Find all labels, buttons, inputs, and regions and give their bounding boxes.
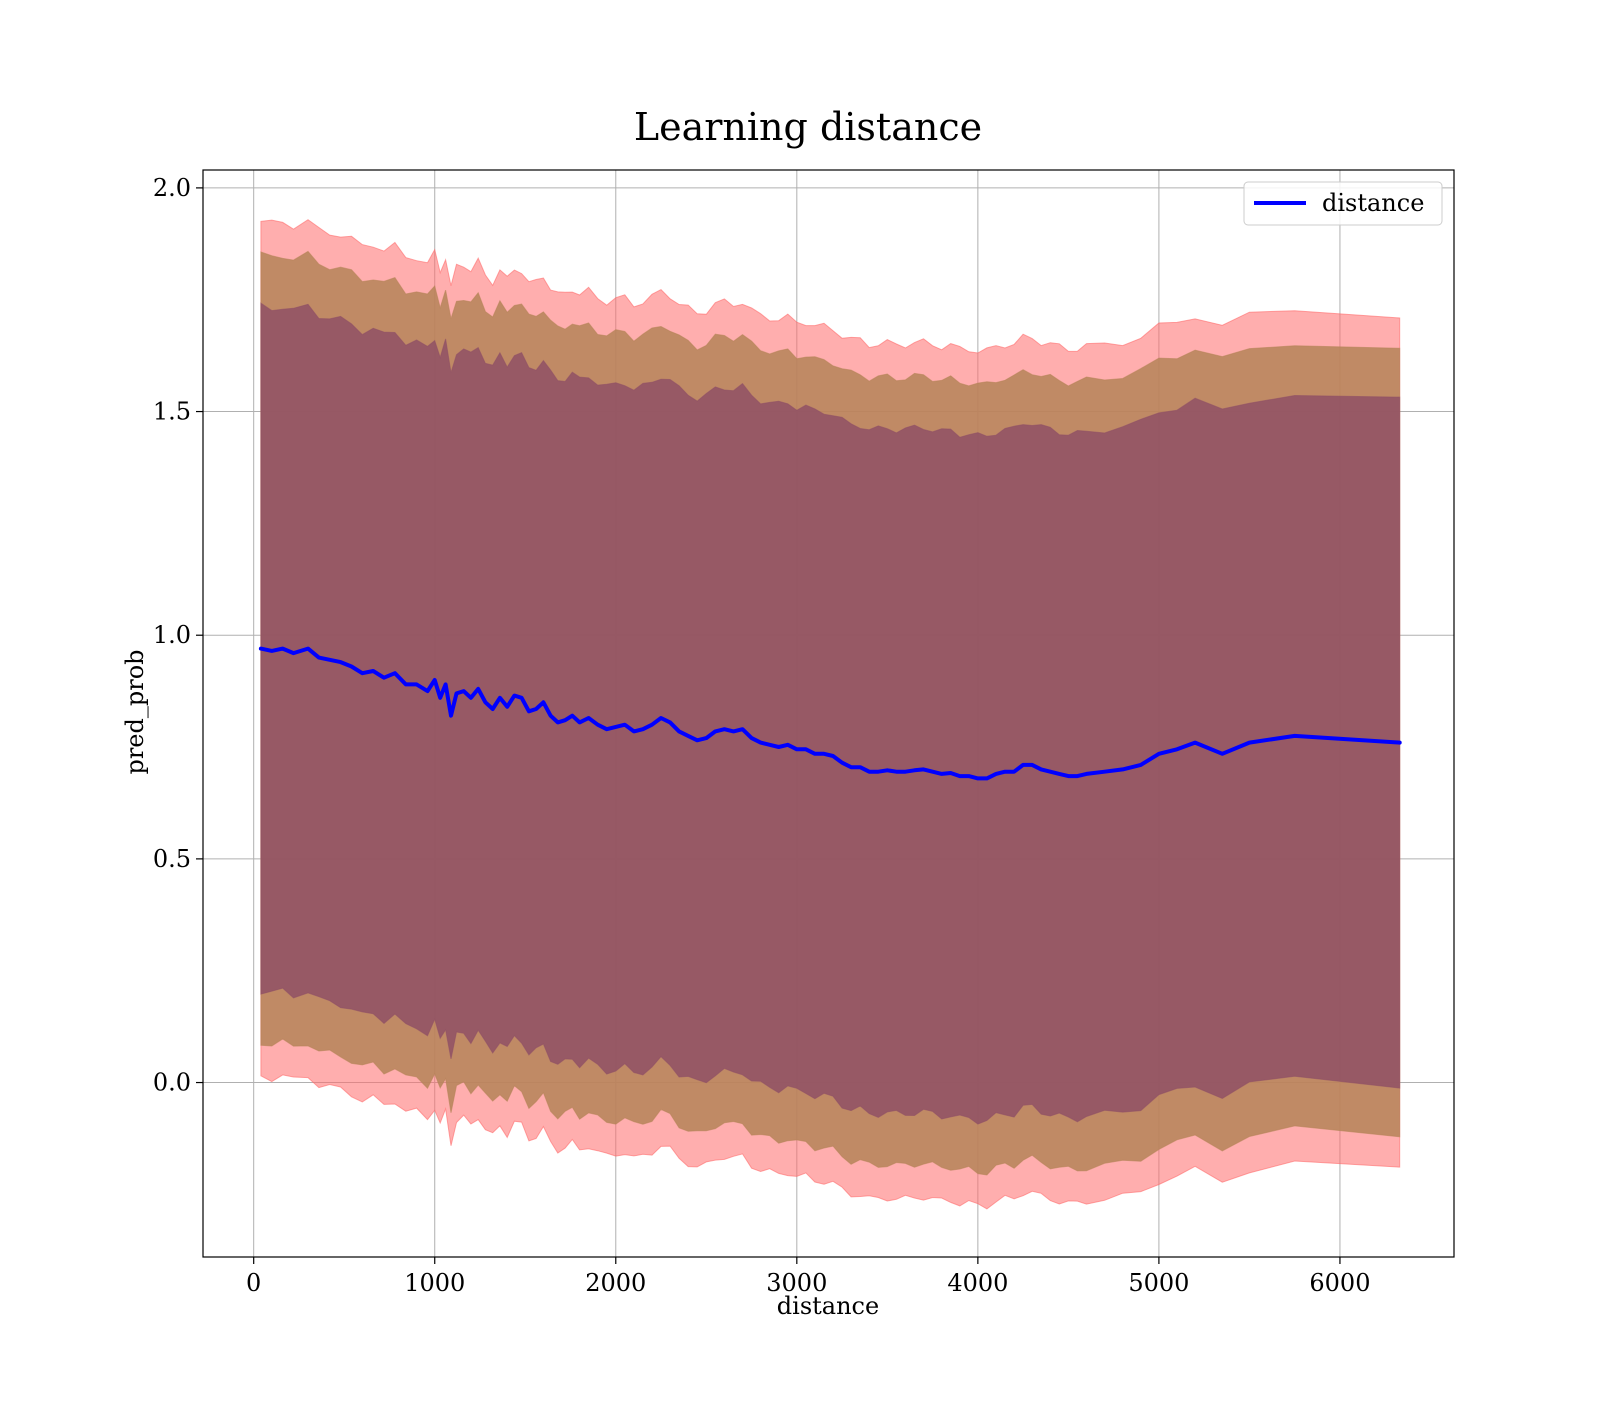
y-axis-ticks: 0.0 0.5 1.0 1.5 2.0 <box>153 174 203 1097</box>
x-tick-label-2: 2000 <box>585 1269 646 1297</box>
y-tick-label-3: 1.5 <box>153 398 191 426</box>
x-tick-label-6: 6000 <box>1309 1269 1370 1297</box>
confidence-bands <box>260 219 1401 1210</box>
series-line-0 <box>258 646 1402 781</box>
x-axis-ticks: 0 1000 2000 3000 4000 5000 6000 <box>246 1257 1370 1297</box>
legend-box <box>1243 181 1443 226</box>
plot-area-frame <box>202 169 1455 1258</box>
y-tick-label-4: 2.0 <box>153 174 191 202</box>
legend: distance <box>1243 181 1443 226</box>
band-2 <box>260 302 1401 1125</box>
y-tick-label-2: 1.0 <box>153 621 191 649</box>
x-tick-label-4: 4000 <box>947 1269 1008 1297</box>
y-axis-label: pred_prob <box>121 649 149 774</box>
y-tick-label-1: 0.5 <box>153 845 191 873</box>
x-tick-label-1: 1000 <box>404 1269 465 1297</box>
legend-label: distance <box>1322 189 1424 217</box>
chart-title: Learning distance <box>634 105 982 149</box>
x-tick-label-5: 5000 <box>1128 1269 1189 1297</box>
series-lines <box>258 646 1402 781</box>
y-tick-label-0: 0.0 <box>153 1069 191 1097</box>
x-axis-label: distance <box>777 1292 879 1320</box>
x-tick-label-0: 0 <box>246 1269 261 1297</box>
x-tick-label-3: 3000 <box>766 1269 827 1297</box>
